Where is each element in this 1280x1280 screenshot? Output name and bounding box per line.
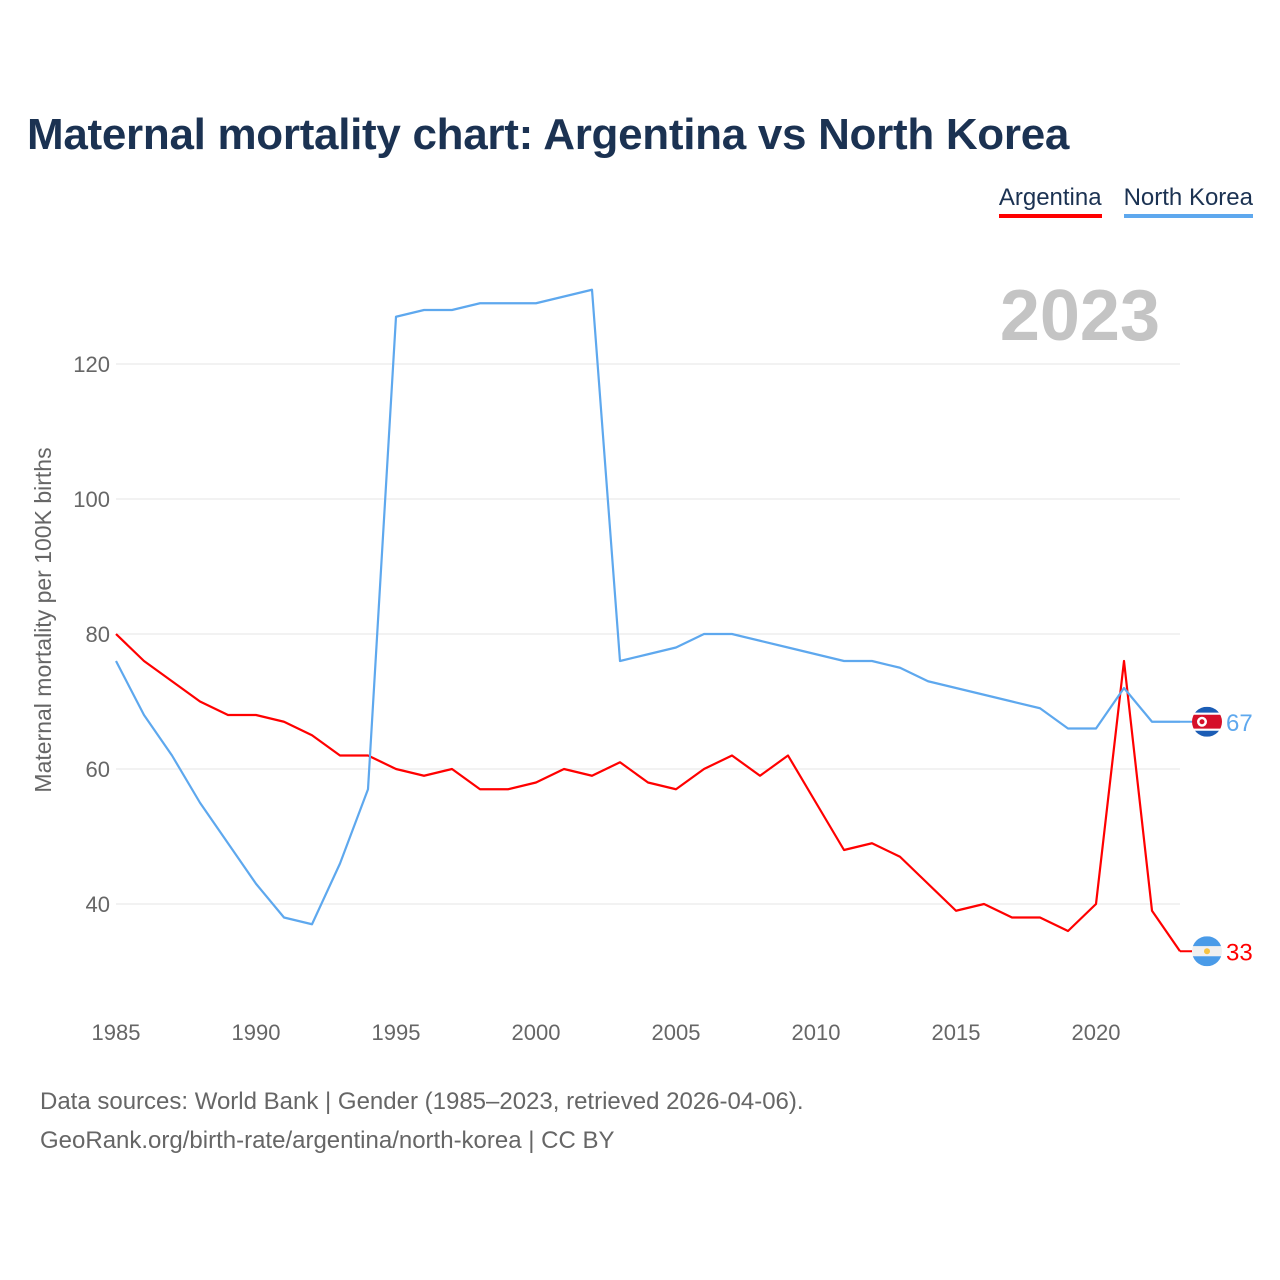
- argentina-flag-icon: [1192, 936, 1222, 967]
- legend: Argentina North Korea: [998, 184, 1253, 218]
- series-line-argentina[interactable]: [115, 633, 1181, 952]
- footer-url[interactable]: GeoRank.org/birth-rate/argentina/north-k…: [40, 1127, 615, 1154]
- x-tick-label: 1995: [372, 1020, 421, 1045]
- year-label: 2023: [1000, 276, 1160, 356]
- y-tick-label: 40: [86, 892, 110, 917]
- x-tick-label: 1990: [232, 1020, 281, 1045]
- x-tick-label: 1985: [92, 1020, 141, 1045]
- x-tick-label: 2000: [512, 1020, 561, 1045]
- x-tick-label: 2020: [1072, 1020, 1121, 1045]
- footer-sources: Data sources: World Bank | Gender (1985–…: [40, 1088, 804, 1115]
- chart-title: Maternal mortality chart: Argentina vs N…: [27, 110, 1070, 159]
- y-tick-label: 120: [73, 352, 110, 377]
- y-tick-label: 60: [86, 757, 110, 782]
- x-tick-label: 2015: [932, 1020, 981, 1045]
- x-tick-label: 2010: [792, 1020, 841, 1045]
- end-value-label: 33: [1226, 939, 1253, 966]
- y-axis-label: Maternal mortality per 100K births: [30, 447, 56, 792]
- legend-north-korea[interactable]: North Korea: [1123, 184, 1253, 218]
- north-korea-flag-icon: [1192, 706, 1222, 737]
- x-tick-label: 2005: [652, 1020, 701, 1045]
- series-line-north-korea[interactable]: [115, 288, 1180, 926]
- y-tick-label: 80: [86, 622, 110, 647]
- end-value-label: 67: [1226, 710, 1253, 737]
- y-tick-label: 100: [73, 487, 110, 512]
- legend-argentina[interactable]: Argentina: [998, 184, 1102, 218]
